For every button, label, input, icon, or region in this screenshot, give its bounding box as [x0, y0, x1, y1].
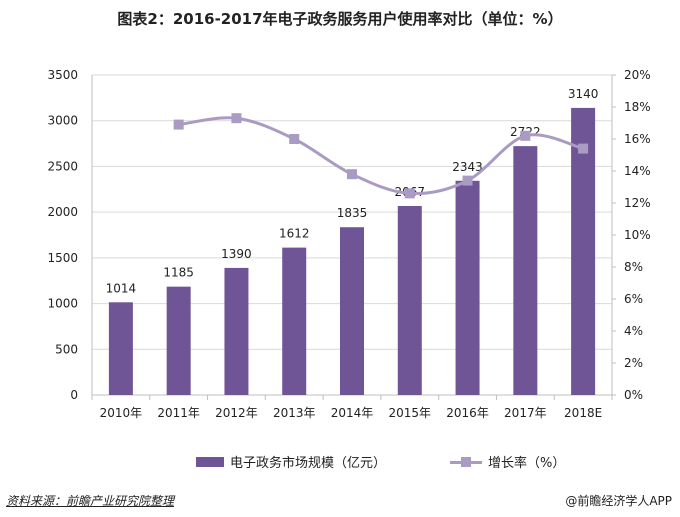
- y-right-tick-label: 18%: [624, 100, 651, 114]
- bar: [282, 247, 307, 395]
- x-tick-label: 2016年: [446, 406, 489, 420]
- x-tick-label: 2018E: [564, 406, 602, 420]
- y-right-tick-label: 8%: [624, 260, 643, 274]
- chart-legend: 电子政务市场规模（亿元） 增长率（%）: [0, 452, 680, 471]
- credit-note: @前瞻经济学人APP: [565, 494, 672, 508]
- x-tick-label: 2011年: [157, 406, 200, 420]
- x-tick-label: 2015年: [389, 406, 432, 420]
- y-left-tick-label: 1500: [47, 251, 78, 265]
- y-left-tick-label: 2000: [47, 205, 78, 219]
- bar-value-label: 2343: [452, 160, 483, 174]
- y-right-tick-label: 2%: [624, 356, 643, 370]
- bar-value-label: 1014: [106, 281, 137, 295]
- y-right-tick-label: 14%: [624, 164, 651, 178]
- legend-line-swatch: [450, 456, 482, 467]
- y-right-tick-label: 10%: [624, 228, 651, 242]
- growth-rate-line: [178, 116, 584, 196]
- bar: [513, 146, 538, 395]
- y-left-tick-label: 0: [70, 388, 78, 402]
- growth-rate-point: [231, 113, 242, 124]
- y-right-tick-label: 4%: [624, 324, 643, 338]
- x-tick-label: 2010年: [100, 406, 143, 420]
- bar-value-label: 1835: [337, 206, 368, 220]
- y-right-tick-label: 6%: [624, 292, 643, 306]
- growth-rate-point: [520, 130, 531, 141]
- x-tick-label: 2013年: [273, 406, 316, 420]
- growth-rate-point: [404, 188, 415, 199]
- legend-bar-label: 电子政务市场规模（亿元）: [230, 456, 387, 471]
- bar: [108, 302, 133, 395]
- bar: [397, 206, 422, 395]
- legend-item-bar: 电子政务市场规模（亿元）: [196, 452, 386, 471]
- bar-value-label: 1390: [221, 247, 252, 261]
- source-note: 资料来源：前瞻产业研究院整理: [6, 494, 175, 508]
- y-right-tick-label: 16%: [624, 132, 651, 146]
- y-right-tick-label: 20%: [624, 68, 651, 82]
- chart-title: 图表2：2016-2017年电子政务服务用户使用率对比（单位：%）: [117, 10, 563, 28]
- x-tick-label: 2017年: [504, 406, 547, 420]
- y-left-tick-label: 1000: [47, 297, 78, 311]
- y-left-tick-label: 3500: [47, 68, 78, 82]
- legend-line-label: 增长率（%）: [488, 456, 566, 471]
- bar: [571, 107, 596, 396]
- growth-rate-point: [289, 134, 300, 144]
- y-left-tick-label: 2500: [47, 159, 78, 173]
- y-left-tick-label: 500: [55, 342, 78, 356]
- growth-rate-point: [173, 119, 184, 130]
- x-tick-label: 2014年: [331, 406, 374, 420]
- growth-rate-point: [347, 169, 357, 180]
- growth-rate-point: [578, 143, 589, 154]
- y-right-tick-label: 12%: [624, 196, 651, 210]
- x-tick-label: 2012年: [215, 406, 258, 420]
- bar: [455, 180, 480, 395]
- bar: [340, 227, 364, 395]
- bar: [166, 286, 191, 395]
- growth-rate-point: [462, 175, 473, 186]
- legend-bar-swatch: [196, 456, 224, 467]
- y-left-tick-label: 3000: [47, 114, 78, 128]
- bar-value-label: 1185: [163, 266, 194, 280]
- y-right-tick-label: 0%: [624, 388, 643, 402]
- bar: [224, 267, 249, 395]
- bar-value-label: 1612: [279, 227, 310, 241]
- legend-item-line: 增长率（%）: [450, 452, 565, 471]
- bar-value-label: 3140: [568, 87, 599, 101]
